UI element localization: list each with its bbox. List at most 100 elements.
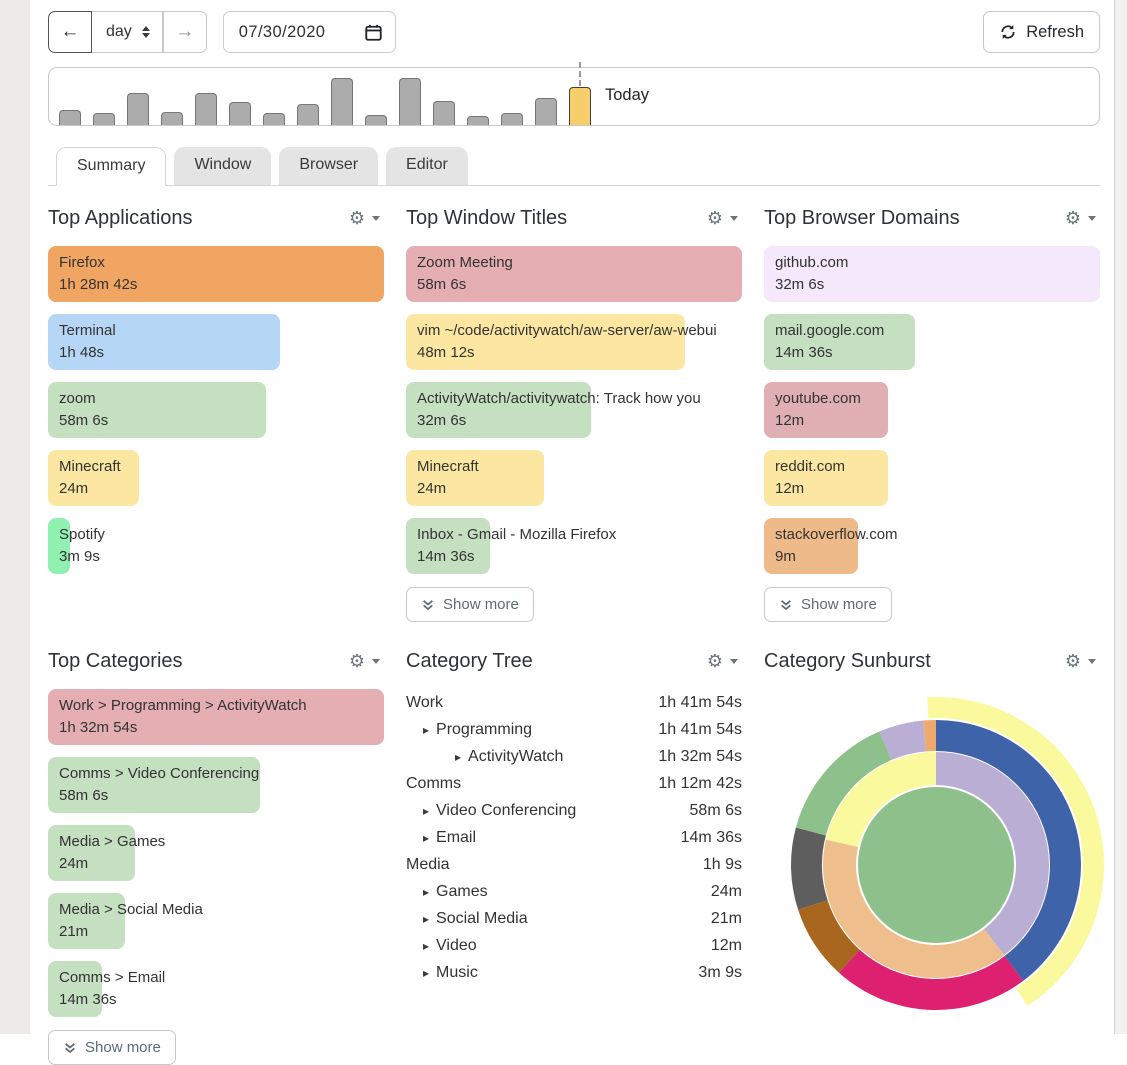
top-window-titles-usage-bar[interactable]: Minecraft 24m xyxy=(406,450,544,506)
sunburst-ring2-segment[interactable] xyxy=(791,827,828,910)
summary-panels-grid: Top Applications ⚙ Firefox 1h 28m 42s Termin… xyxy=(48,203,1105,1065)
timeline-bar[interactable] xyxy=(229,102,251,125)
usage-bar-name: Media > Games xyxy=(59,833,166,850)
sunburst-ring2-segment[interactable] xyxy=(795,731,892,836)
timeline-bar[interactable] xyxy=(263,113,285,125)
category-duration: 1h 41m 54s xyxy=(658,720,742,738)
category-duration: 1h 12m 42s xyxy=(658,774,742,792)
refresh-button[interactable]: Refresh xyxy=(983,11,1100,53)
top-applications-settings-dropdown[interactable]: ⚙ xyxy=(345,207,384,229)
period-select-value: day xyxy=(106,23,132,40)
usage-bar-duration: 48m 12s xyxy=(417,344,475,361)
timeline-bar[interactable] xyxy=(433,101,455,125)
sunburst-ring1-segment[interactable] xyxy=(823,839,1005,979)
sunburst-ring2-segment[interactable] xyxy=(936,720,1081,981)
sunburst-ring3-segment[interactable] xyxy=(927,696,1105,1006)
top-browser-domains-usage-bar[interactable]: mail.google.com 14m 36s xyxy=(764,314,916,370)
date-picker-field[interactable]: 07/30/2020 xyxy=(222,11,397,53)
show-more-button[interactable]: Show more xyxy=(764,587,892,622)
expand-arrow-icon: ▸ xyxy=(423,938,430,953)
tab-summary[interactable]: Summary xyxy=(56,147,167,186)
timeline-bar[interactable] xyxy=(127,93,149,125)
usage-bar-duration: 58m 6s xyxy=(417,276,467,293)
timeline-bar[interactable] xyxy=(59,110,81,125)
sunburst-center[interactable] xyxy=(858,787,1014,943)
timeline-bar[interactable] xyxy=(501,113,523,125)
tab-browser[interactable]: Browser xyxy=(279,147,379,185)
gear-icon: ⚙ xyxy=(1064,208,1081,228)
top-applications-usage-bar[interactable]: Firefox 1h 28m 42s xyxy=(48,246,384,302)
timeline-bar[interactable] xyxy=(297,104,319,125)
usage-bar-duration: 24m xyxy=(417,480,447,497)
top-browser-domains-usage-bar[interactable]: stackoverflow.com 9m xyxy=(764,518,898,574)
category-tree-settings-dropdown[interactable]: ⚙ xyxy=(703,650,742,672)
category-sunburst-chart[interactable] xyxy=(764,689,1108,1041)
next-period-button[interactable]: → xyxy=(162,11,207,53)
top-categories-usage-bar[interactable]: Work > Programming > ActivityWatch 1h 32m… xyxy=(48,689,384,745)
show-more-button[interactable]: Show more xyxy=(406,587,534,622)
scrollbar[interactable] xyxy=(1114,0,1127,1034)
double-chevron-down-icon xyxy=(421,598,435,612)
top-browser-domains-usage-bar[interactable]: youtube.com 12m xyxy=(764,382,889,438)
top-browser-domains-usage-bar[interactable]: github.com 32m 6s xyxy=(764,246,1100,302)
category-sunburst-settings-dropdown[interactable]: ⚙ xyxy=(1061,650,1100,672)
top-applications-usage-bar[interactable]: Terminal 1h 48s xyxy=(48,314,280,370)
top-applications-usage-bar[interactable]: Spotify 3m 9s xyxy=(48,518,105,574)
show-more-button[interactable]: Show more xyxy=(48,1030,176,1065)
top-window-titles-usage-bar[interactable]: ActivityWatch/activitywatch: Track how y… xyxy=(406,382,701,438)
category-tree-row[interactable]: ▸ Video Conferencing 58m 6s xyxy=(406,797,742,824)
top-categories-usage-bar[interactable]: Comms > Email 14m 36s xyxy=(48,961,166,1017)
category-tree-row[interactable]: ▸ Video 12m xyxy=(406,932,742,959)
usage-bar-name: Comms > Email xyxy=(59,969,166,986)
calendar-icon[interactable] xyxy=(365,24,383,41)
top-applications-usage-bar[interactable]: zoom 58m 6s xyxy=(48,382,267,438)
category-duration: 1h 32m 54s xyxy=(658,747,742,765)
chevron-down-icon xyxy=(1088,215,1096,221)
timeline-bar[interactable] xyxy=(365,115,387,125)
timeline-bar[interactable] xyxy=(195,93,217,125)
timeline-bar[interactable] xyxy=(535,98,557,125)
top-categories-settings-dropdown[interactable]: ⚙ xyxy=(345,650,384,672)
previous-period-button[interactable]: ← xyxy=(48,11,92,53)
sunburst-ring2-segment[interactable] xyxy=(798,900,860,973)
top-categories-usage-bar[interactable]: Media > Games 24m xyxy=(48,825,166,881)
sunburst-ring2-segment[interactable] xyxy=(923,720,936,752)
top-categories-usage-bar[interactable]: Comms > Video Conferencing 58m 6s xyxy=(48,757,260,813)
sunburst-ring1-segment[interactable] xyxy=(825,752,936,847)
timeline-bar[interactable] xyxy=(161,112,183,125)
category-tree-row[interactable]: ▸ Programming 1h 41m 54s xyxy=(406,716,742,743)
sunburst-ring1-segment[interactable] xyxy=(936,752,1050,956)
page-left-margin xyxy=(0,0,30,1034)
timeline-bar-today[interactable] xyxy=(569,87,591,125)
top-window-titles-usage-bar[interactable]: Zoom Meeting 58m 6s xyxy=(406,246,742,302)
tab-editor[interactable]: Editor xyxy=(386,147,468,185)
top-window-titles-usage-bar[interactable]: vim ~/code/activitywatch/aw-server/aw-we… xyxy=(406,314,717,370)
top-browser-domains-settings-dropdown[interactable]: ⚙ xyxy=(1061,207,1100,229)
category-tree-title: Category Tree xyxy=(406,649,533,672)
top-applications-usage-bar[interactable]: Minecraft 24m xyxy=(48,450,139,506)
top-browser-domains-usage-bar[interactable]: reddit.com 12m xyxy=(764,450,889,506)
category-tree-row[interactable]: ▸ Social Media 21m xyxy=(406,905,742,932)
sunburst-ring2-segment[interactable] xyxy=(879,720,927,761)
tab-window[interactable]: Window xyxy=(174,147,272,185)
category-tree-row[interactable]: ▸ ActivityWatch 1h 32m 54s xyxy=(406,743,742,770)
timeline-bar[interactable] xyxy=(93,113,115,125)
category-tree-row[interactable]: ▸ Email 14m 36s xyxy=(406,824,742,851)
top-window-titles-settings-dropdown[interactable]: ⚙ xyxy=(703,207,742,229)
category-tree-row[interactable]: ▸ Games 24m xyxy=(406,878,742,905)
usage-bar-duration: 14m 36s xyxy=(775,344,833,361)
sunburst-ring2-segment[interactable] xyxy=(838,949,1024,1010)
panel-category-tree: Category Tree ⚙ Work 1h 41m 54s ▸ Programming… xyxy=(406,646,742,1065)
timeline-bar[interactable] xyxy=(331,78,353,125)
period-select[interactable]: day xyxy=(92,11,163,53)
gear-icon: ⚙ xyxy=(348,651,365,671)
top-window-titles-usage-bar[interactable]: Inbox - Gmail - Mozilla Firefox 14m 36s xyxy=(406,518,616,574)
category-name: Work xyxy=(406,693,444,711)
category-tree-row[interactable]: ▸ Music 3m 9s xyxy=(406,959,742,986)
top-window-titles-header: Top Window Titles ⚙ xyxy=(406,203,742,233)
usage-bar-duration: 9m xyxy=(775,548,796,565)
top-categories-usage-bar[interactable]: Media > Social Media 21m xyxy=(48,893,203,949)
timeline-bar[interactable] xyxy=(399,78,421,125)
refresh-icon xyxy=(999,23,1017,41)
timeline-bar[interactable] xyxy=(467,116,489,125)
